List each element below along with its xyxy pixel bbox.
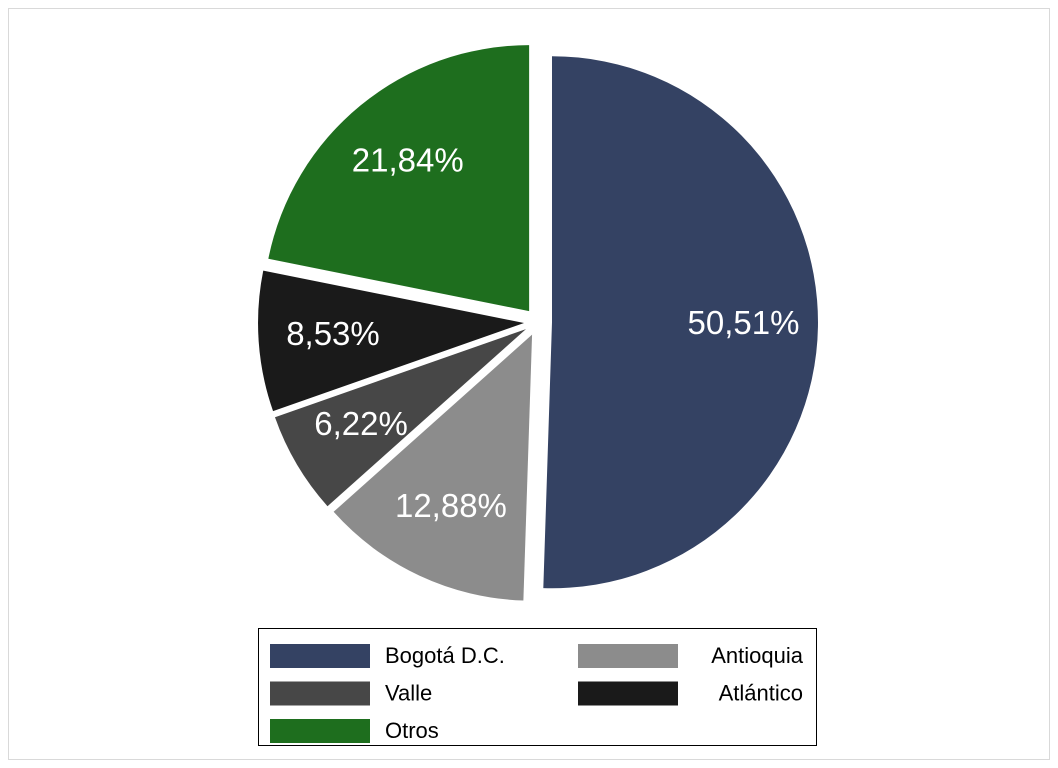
legend-swatch <box>578 644 678 668</box>
pie-slice <box>543 56 818 589</box>
slice-label: 8,53% <box>286 315 380 352</box>
legend-swatch <box>270 644 370 668</box>
legend-swatch <box>270 681 370 706</box>
legend-label: Antioquia <box>711 643 804 668</box>
slice-label: 21,84% <box>352 142 464 179</box>
pie-slice <box>268 45 530 312</box>
legend-label: Atlántico <box>719 680 803 705</box>
slice-label: 50,51% <box>688 304 800 341</box>
legend-label: Bogotá D.C. <box>385 643 505 668</box>
legend-label: Otros <box>385 718 439 743</box>
legend-swatch <box>578 681 678 706</box>
legend-label: Valle <box>385 680 432 705</box>
pie-slice <box>258 270 525 412</box>
pie-slice <box>333 334 533 601</box>
slice-label: 6,22% <box>314 405 408 442</box>
pie-slice <box>274 329 526 507</box>
legend-swatch <box>270 719 370 743</box>
slice-label: 12,88% <box>395 487 507 524</box>
